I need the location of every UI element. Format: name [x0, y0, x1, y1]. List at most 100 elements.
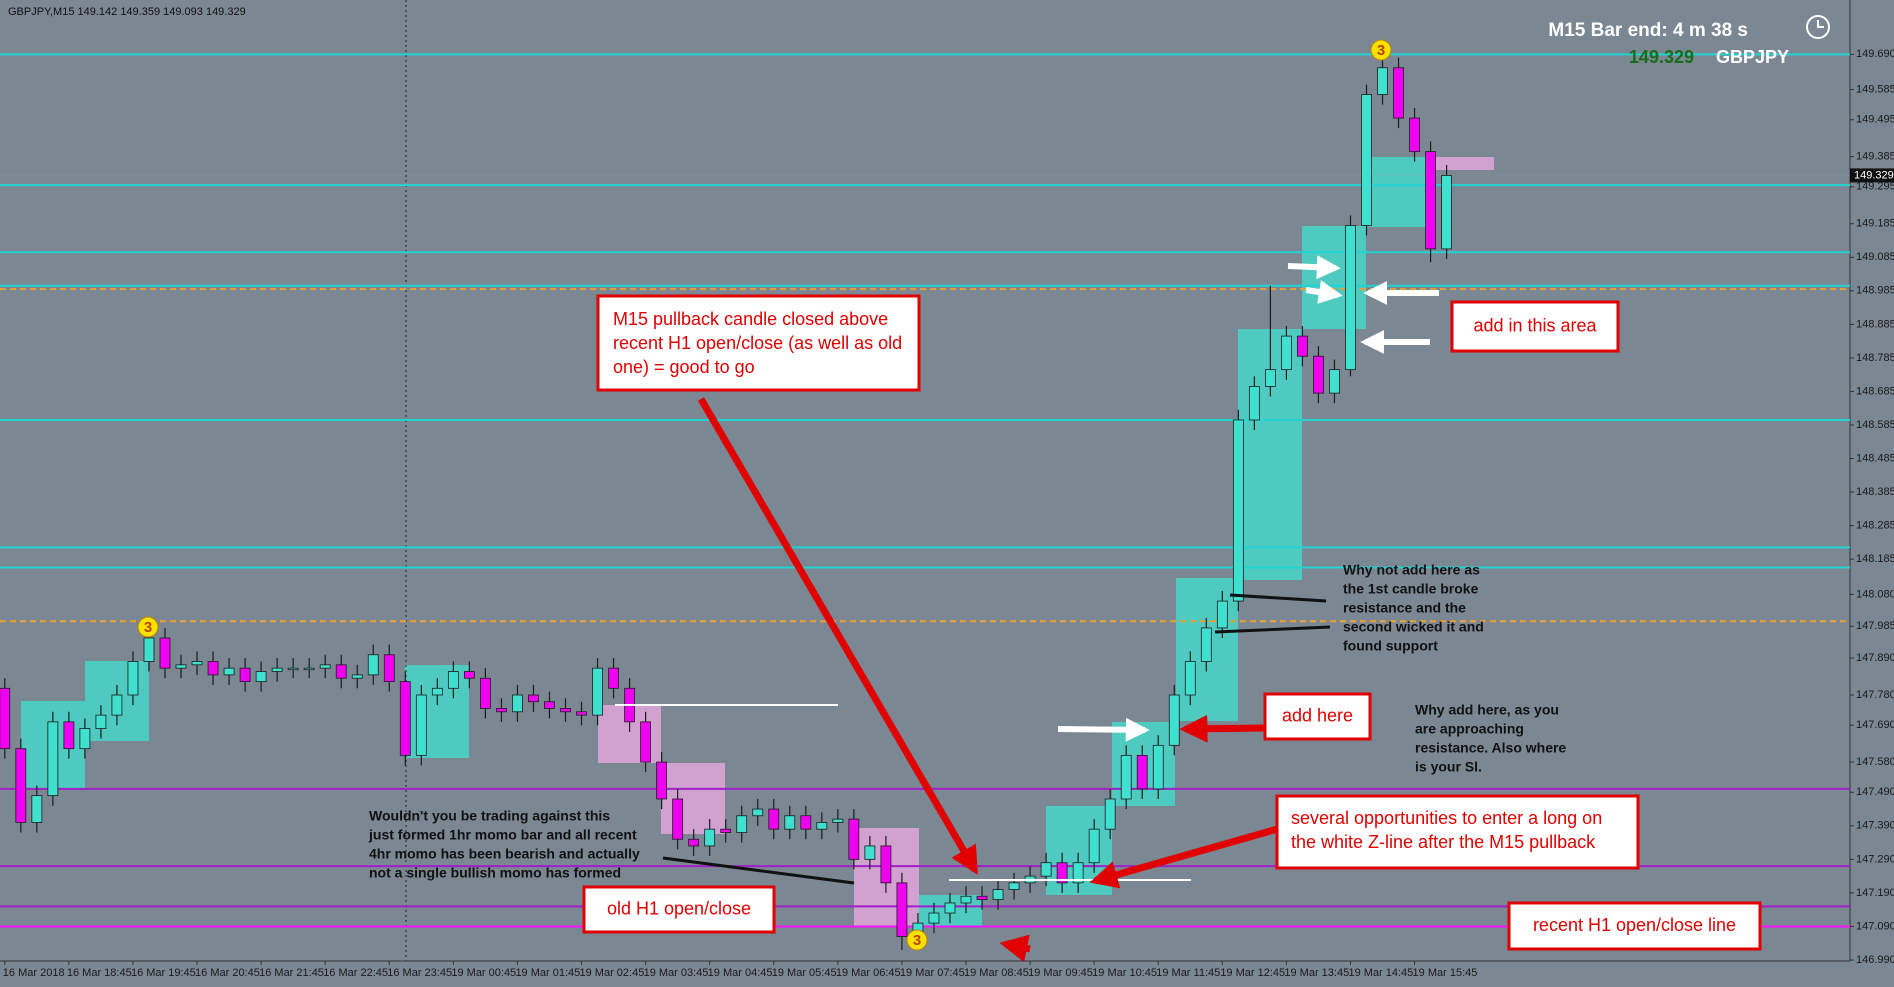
y-tick-label: 148.885 [1856, 318, 1894, 330]
x-tick-label: 16 Mar 18:45 [67, 967, 132, 979]
x-tick-label: 19 Mar 15:45 [1413, 967, 1478, 979]
price-tag-label: 149.329 [1854, 169, 1894, 181]
note-text: is your Sl. [1415, 759, 1482, 775]
candle-body [1152, 744, 1164, 790]
y-tick-label: 149.585 [1856, 83, 1894, 95]
callout-box [596, 294, 921, 392]
y-tick-label: 147.490 [1856, 786, 1894, 798]
x-tick-label: 16 Mar 23:45 [387, 967, 452, 979]
callout-text: old H1 open/close [607, 898, 751, 918]
candle-body [1409, 117, 1420, 153]
candle-body [399, 681, 411, 756]
x-tick-label: 19 Mar 13:45 [1284, 967, 1349, 979]
y-tick-label: 149.385 [1856, 151, 1894, 163]
white-arrows [1057, 255, 1439, 742]
y-tick-label: 148.785 [1856, 352, 1894, 364]
callout-box [1507, 901, 1762, 951]
candle-body [223, 667, 235, 676]
candle-body [1104, 798, 1116, 830]
callout-text: add in this area [1473, 315, 1597, 335]
y-tick-label: 147.890 [1856, 652, 1894, 664]
x-tick-label: 19 Mar 03:45 [644, 967, 709, 979]
x-tick-label: 19 Mar 04:45 [708, 967, 773, 979]
x-tick-label: 19 Mar 06:45 [836, 967, 901, 979]
note-text: found support [1343, 638, 1438, 654]
candle-body [1377, 67, 1388, 95]
note-text: resistance and the [1343, 600, 1466, 616]
candle-body [367, 654, 379, 676]
candle-body [848, 818, 860, 860]
note-text: Wouldn't you be trading against this [369, 808, 610, 824]
candle-body [271, 667, 283, 672]
candle-body [768, 808, 780, 830]
y-tick-label: 148.585 [1856, 419, 1894, 431]
note-lines [662, 593, 1331, 885]
candle-body [0, 687, 11, 750]
candle-body [1441, 175, 1452, 250]
x-tick-label: 19 Mar 14:45 [1348, 967, 1413, 979]
callout-text: recent H1 open/close (as well as old [613, 333, 902, 353]
candle-body [896, 882, 908, 937]
candle-body [656, 761, 668, 800]
candle-body [1008, 882, 1020, 890]
candle-body [431, 687, 443, 696]
candle-body [832, 818, 844, 823]
note-text: resistance. Also where [1415, 740, 1566, 756]
y-tick-label: 147.190 [1856, 887, 1894, 899]
y-tick-label: 147.390 [1856, 820, 1894, 832]
y-tick-label: 148.385 [1856, 486, 1894, 498]
candle-body [1425, 151, 1436, 250]
callout-text: several opportunities to enter a long on [1291, 808, 1602, 828]
symbol-info: GBPJPY,M15 149.142 149.359 149.093 149.3… [8, 6, 246, 18]
candle-body [1281, 335, 1292, 371]
x-tick-label: 19 Mar 02:45 [580, 967, 645, 979]
candle-body [864, 845, 876, 860]
note-text: Why add here, as you [1415, 702, 1559, 718]
note-text: not a single bullish momo has formed [369, 865, 621, 881]
signal-label: 3 [1377, 42, 1385, 59]
signal-label: 3 [913, 932, 921, 949]
y-tick-label: 148.185 [1856, 553, 1894, 565]
candle-body [1120, 754, 1132, 800]
y-tick-label: 149.495 [1856, 114, 1894, 126]
candle-body [1200, 627, 1212, 662]
callout-text: the white Z-line after the M15 pullback [1291, 832, 1596, 852]
x-tick-label: 19 Mar 05:45 [772, 967, 837, 979]
candle-body [1313, 355, 1324, 394]
candle-body [720, 828, 732, 833]
candle-body [1056, 862, 1068, 884]
candle-body [255, 671, 267, 682]
candle-body [608, 667, 619, 689]
candle-body [79, 728, 91, 750]
candle-body [447, 671, 459, 689]
candle-body [496, 708, 507, 713]
candle-body [1361, 94, 1372, 226]
callout-box [1275, 794, 1640, 870]
x-tick-label: 16 Mar 20:45 [195, 967, 260, 979]
candle-body [1072, 862, 1084, 884]
last-price: 149.329 [1629, 47, 1694, 67]
note-text: Why not add here as [1343, 562, 1480, 578]
candle-body [1184, 661, 1196, 696]
candle-body [800, 815, 812, 830]
note-text: second wicked it and [1343, 619, 1484, 635]
candle-body [463, 671, 475, 679]
signal-marker [906, 929, 928, 951]
y-tick-label: 148.285 [1856, 520, 1894, 532]
candle-body [47, 721, 59, 797]
y-tick-label: 147.290 [1856, 853, 1894, 865]
y-tick-label: 147.985 [1856, 620, 1894, 632]
signal-marker [137, 616, 159, 638]
candle-body [944, 902, 956, 914]
y-tick-label: 148.685 [1856, 385, 1894, 397]
candle-body [1329, 369, 1340, 394]
candle-body [1040, 862, 1052, 877]
candle-body [479, 677, 491, 709]
candle-body [976, 895, 988, 901]
y-tick-label: 149.690 [1856, 48, 1894, 60]
x-tick-label: 16 Mar 2018 [3, 967, 65, 979]
candle-body [752, 808, 764, 817]
candle-body [415, 694, 427, 756]
candle-body [784, 815, 796, 830]
candle-body [303, 667, 315, 671]
